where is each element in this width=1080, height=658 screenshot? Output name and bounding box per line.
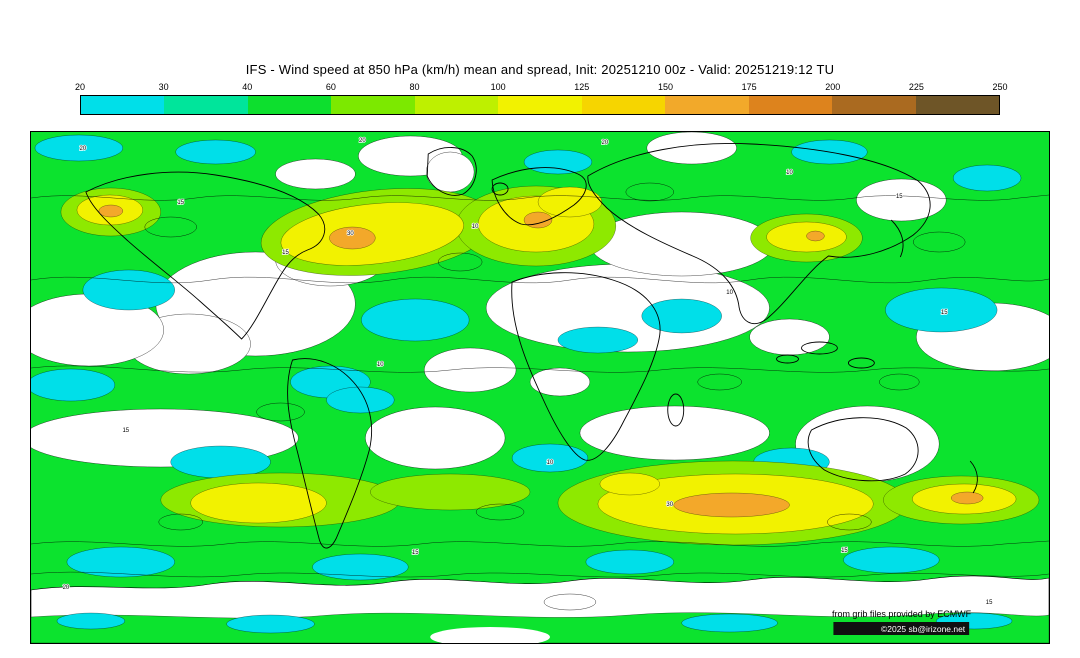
colorbar-segment [832,96,916,114]
colorbar-tick-label: 125 [574,82,590,92]
colorbar-segment [331,96,415,114]
colorbar-tick-label: 200 [825,82,841,92]
contour-label: 20 [359,138,366,144]
world-wind-map: 20 20 20 10 15 15 30 10 15 10 15 10 15 1… [31,132,1049,643]
contour-label: 10 [472,224,479,230]
contour-label: 15 [896,194,903,200]
coastline-layer [85,143,978,549]
colorbar-segment [665,96,749,114]
map-frame: 20 20 20 10 15 15 30 10 15 10 15 10 15 1… [30,131,1050,644]
colorbar-segment [414,96,499,114]
colorbar-gradient [80,95,1000,115]
contour-label: 15 [177,200,184,206]
colorbar-tick-label: 250 [992,82,1008,92]
contour-label: 20 [602,140,609,146]
contour-label: 15 [412,550,419,556]
colorbar-segment [164,96,248,114]
spread-contour-layer [31,182,1049,611]
contour-label: 10 [547,460,554,466]
colorbar-tick-labels: 20 30 40 60 80 100 125 150 175 200 225 250 [75,82,1008,95]
colorbar-segment [81,96,165,114]
weather-chart-page: IFS - Wind speed at 850 hPa (km/h) mean … [0,62,1080,644]
attribution-text: from grib files provided by ECMWF [832,609,972,619]
colorbar-segment [915,96,999,114]
colorbar-tick-label: 100 [490,82,506,92]
contour-label: 15 [986,600,993,606]
contour-label: 15 [282,250,289,256]
contour-label: 10 [726,290,733,296]
colorbar-tick-label: 20 [74,82,86,92]
colorbar-segment [748,96,833,114]
contour-label: 15 [941,310,948,316]
colorbar-tick-label: 175 [741,82,757,92]
colorbar-segment [498,96,582,114]
colorbar-segment [247,96,332,114]
copyright-text: ©2025 sb@irizone.net [881,624,966,634]
chart-title: IFS - Wind speed at 850 hPa (km/h) mean … [245,62,835,77]
colorbar-tick-label: 40 [242,82,253,92]
colorbar: 20 30 40 60 80 100 125 150 175 200 225 250 [75,82,1008,115]
copyright-strip [833,622,970,635]
contour-label: 15 [122,428,129,434]
wind-fill-layer [31,132,1049,643]
attribution: from grib files provided by ECMWF ©2025 … [832,609,972,635]
colorbar-tick-label: 80 [409,82,420,92]
contour-label: 30 [347,231,354,237]
contour-labels: 20 20 20 10 15 15 30 10 15 10 15 10 15 1… [62,137,994,606]
contour-label: 15 [841,548,848,554]
contour-label: 20 [80,146,87,152]
colorbar-tick-label: 225 [908,82,924,92]
colorbar-tick-label: 60 [325,82,336,92]
contour-label: 10 [377,362,384,368]
contour-label: 30 [666,502,673,508]
contour-label: 10 [786,170,793,176]
colorbar-tick-label: 150 [657,82,673,92]
colorbar-tick-label: 30 [158,82,169,92]
contour-label: 20 [63,585,70,591]
colorbar-segment [581,96,666,114]
